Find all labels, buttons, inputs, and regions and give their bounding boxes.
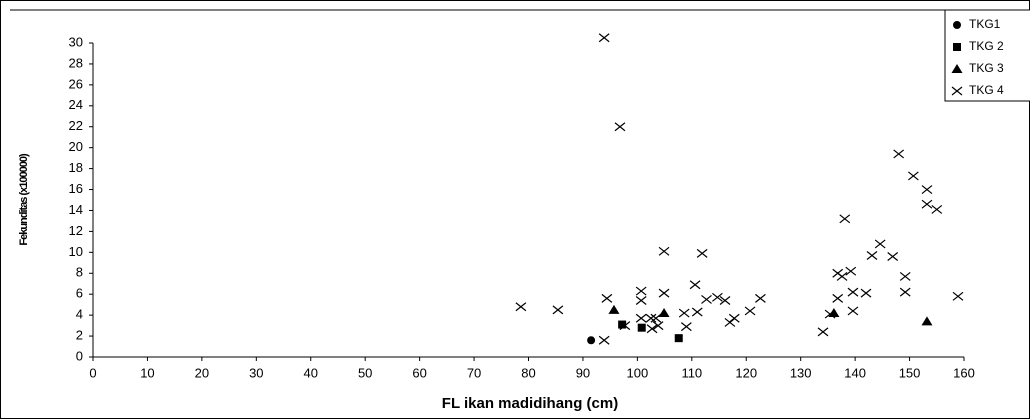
point xyxy=(646,324,658,334)
x-tick-label: 60 xyxy=(412,365,426,380)
point xyxy=(921,316,933,326)
point xyxy=(658,288,670,298)
x-tick-label: 160 xyxy=(953,365,975,380)
point xyxy=(598,335,610,345)
y-tick-label: 18 xyxy=(69,160,83,175)
x-tick-label: 150 xyxy=(899,365,921,380)
x-tick-label: 40 xyxy=(304,365,318,380)
x-tick-label: 140 xyxy=(844,365,866,380)
point xyxy=(899,271,911,281)
x-tick-label: 120 xyxy=(735,365,757,380)
point xyxy=(951,64,963,73)
point xyxy=(817,327,829,337)
point xyxy=(618,320,627,329)
y-tick-label: 16 xyxy=(69,181,83,196)
x-tick-label: 100 xyxy=(627,365,649,380)
point xyxy=(744,306,756,316)
point xyxy=(650,313,662,323)
legend-label: TKG 2 xyxy=(969,39,1004,53)
point xyxy=(645,313,657,323)
point xyxy=(719,296,731,305)
point xyxy=(887,252,899,261)
point xyxy=(601,293,613,303)
x-tick-label: 30 xyxy=(249,365,263,380)
x-tick-label: 110 xyxy=(681,365,702,380)
y-tick-label: 0 xyxy=(76,348,83,363)
x-axis-label: FL ikan madidihang (cm) xyxy=(442,395,618,412)
legend-label: TKG 4 xyxy=(969,83,1004,97)
y-tick-label: 28 xyxy=(69,55,83,70)
y-tick-label: 30 xyxy=(69,34,83,49)
point xyxy=(953,21,961,29)
point xyxy=(847,287,859,297)
x-tick-label: 130 xyxy=(790,365,812,380)
point xyxy=(832,293,844,303)
point xyxy=(951,86,963,96)
point xyxy=(847,306,859,316)
point xyxy=(635,286,647,296)
point xyxy=(652,321,664,331)
y-tick-label: 12 xyxy=(69,223,83,238)
point xyxy=(689,280,701,290)
point xyxy=(587,336,596,345)
x-tick-label: 90 xyxy=(576,365,590,380)
point xyxy=(637,323,646,332)
y-tick-label: 6 xyxy=(76,286,83,301)
point xyxy=(899,287,911,297)
point xyxy=(608,304,620,314)
point xyxy=(845,266,857,276)
y-tick-label: 20 xyxy=(69,139,83,154)
point xyxy=(658,246,670,256)
x-tick-label: 50 xyxy=(358,365,372,380)
point xyxy=(921,199,933,209)
y-tick-label: 8 xyxy=(76,265,83,280)
point xyxy=(824,309,836,319)
point xyxy=(635,313,647,323)
point xyxy=(860,288,872,298)
y-tick-label: 26 xyxy=(69,76,83,91)
point xyxy=(836,271,848,281)
y-tick-label: 10 xyxy=(69,244,83,259)
point xyxy=(952,291,964,301)
y-tick-label: 22 xyxy=(69,118,83,133)
point xyxy=(674,334,683,343)
y-tick-label: 4 xyxy=(76,307,83,322)
x-tick-label: 70 xyxy=(467,365,481,380)
point xyxy=(712,292,723,302)
y-tick-label: 24 xyxy=(69,97,83,112)
point xyxy=(931,204,943,214)
point xyxy=(696,248,708,258)
y-axis-label: Fekunditas (x100000) xyxy=(18,153,30,246)
y-tick-label: 2 xyxy=(76,328,83,343)
legend-label: TKG1 xyxy=(969,17,1001,31)
point xyxy=(866,251,878,260)
point xyxy=(907,171,919,181)
point xyxy=(839,214,851,224)
point xyxy=(658,308,670,318)
point xyxy=(953,43,961,51)
point xyxy=(728,313,740,323)
point xyxy=(614,122,626,132)
legend-label: TKG 3 xyxy=(969,61,1004,75)
point xyxy=(680,322,692,332)
point xyxy=(701,294,712,304)
x-tick-label: 80 xyxy=(521,365,535,380)
point xyxy=(515,302,527,312)
point xyxy=(691,307,703,317)
point xyxy=(635,296,647,305)
point xyxy=(755,293,766,303)
point xyxy=(552,305,564,315)
x-tick-label: 20 xyxy=(195,365,209,380)
point xyxy=(619,321,631,331)
point xyxy=(678,308,690,318)
x-tick-label: 0 xyxy=(89,365,96,380)
point xyxy=(598,33,610,43)
point xyxy=(874,239,886,249)
point xyxy=(921,185,933,195)
y-tick-label: 14 xyxy=(69,202,83,217)
x-tick-label: 10 xyxy=(140,365,154,380)
point xyxy=(893,149,905,159)
